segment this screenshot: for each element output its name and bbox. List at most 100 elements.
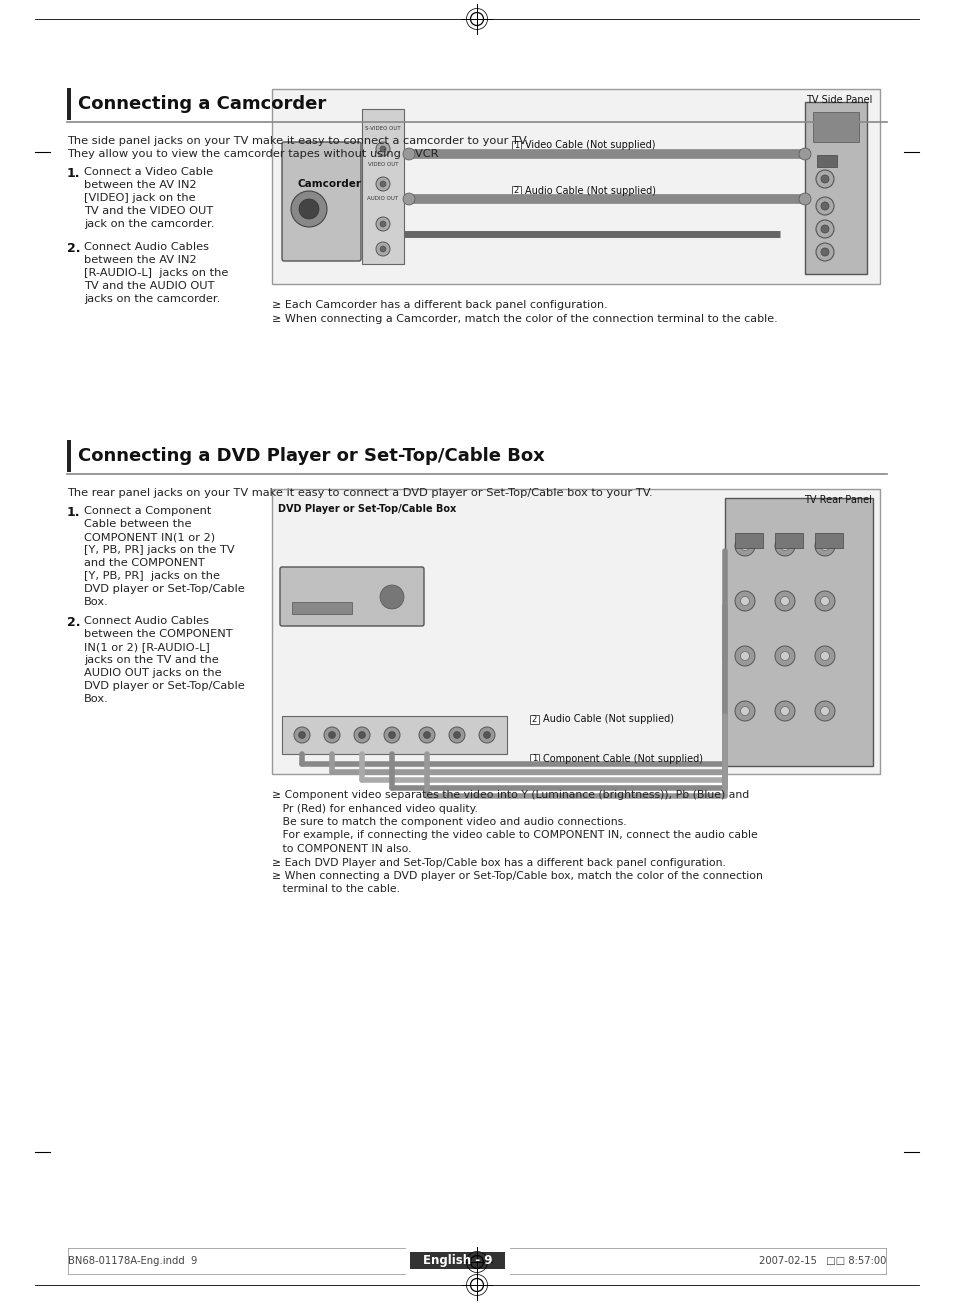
Circle shape xyxy=(821,202,828,210)
Circle shape xyxy=(740,596,749,605)
Text: Connecting a Camcorder: Connecting a Camcorder xyxy=(78,95,326,113)
Circle shape xyxy=(379,585,403,609)
Text: S-VIDEO OUT: S-VIDEO OUT xyxy=(365,126,400,132)
Text: ≥ When connecting a Camcorder, match the color of the connection terminal to the: ≥ When connecting a Camcorder, match the… xyxy=(272,314,777,323)
Circle shape xyxy=(780,652,789,661)
Text: IN(1 or 2) [R-AUDIO-L]: IN(1 or 2) [R-AUDIO-L] xyxy=(84,642,210,652)
Circle shape xyxy=(402,147,415,160)
Circle shape xyxy=(379,246,386,252)
Text: Cable between the: Cable between the xyxy=(84,519,192,529)
Circle shape xyxy=(379,181,386,186)
Circle shape xyxy=(815,220,833,239)
Text: [Y, PB, PR] jacks on the TV: [Y, PB, PR] jacks on the TV xyxy=(84,545,234,556)
Text: Box.: Box. xyxy=(84,694,109,704)
Circle shape xyxy=(354,728,370,743)
Circle shape xyxy=(821,248,828,256)
Circle shape xyxy=(375,243,390,256)
Bar xyxy=(512,141,520,150)
Circle shape xyxy=(453,732,460,738)
Bar xyxy=(816,155,836,167)
Text: The side panel jacks on your TV make it easy to connect a camcorder to your TV.: The side panel jacks on your TV make it … xyxy=(67,136,528,146)
Bar xyxy=(67,439,71,472)
Text: and the COMPONENT: and the COMPONENT xyxy=(84,558,205,569)
Circle shape xyxy=(294,728,310,743)
Text: between the AV IN2: between the AV IN2 xyxy=(84,256,196,265)
Text: English - 9: English - 9 xyxy=(422,1254,492,1267)
Circle shape xyxy=(820,596,828,605)
Circle shape xyxy=(820,707,828,716)
Text: AUDIO OUT jacks on the: AUDIO OUT jacks on the xyxy=(84,668,221,678)
Circle shape xyxy=(821,175,828,183)
Circle shape xyxy=(815,197,833,215)
Circle shape xyxy=(814,591,834,612)
Text: ≥ Component video separates the video into Y (Luminance (brightness)), Pb (Blue): ≥ Component video separates the video in… xyxy=(272,790,748,799)
Circle shape xyxy=(774,645,794,666)
Circle shape xyxy=(774,536,794,556)
Text: Component Cable (Not supplied): Component Cable (Not supplied) xyxy=(542,754,702,764)
Circle shape xyxy=(734,536,754,556)
Text: 2.: 2. xyxy=(67,615,80,629)
Circle shape xyxy=(358,732,365,738)
Text: Video Cable (Not supplied): Video Cable (Not supplied) xyxy=(524,141,655,150)
Bar xyxy=(734,533,762,548)
Circle shape xyxy=(814,536,834,556)
Circle shape xyxy=(815,243,833,261)
Text: jacks on the camcorder.: jacks on the camcorder. xyxy=(84,293,220,304)
Bar xyxy=(814,533,842,548)
Circle shape xyxy=(384,728,399,743)
Text: Connecting a DVD Player or Set-Top/Cable Box: Connecting a DVD Player or Set-Top/Cable… xyxy=(78,447,544,466)
Text: to COMPONENT IN also.: to COMPONENT IN also. xyxy=(272,844,411,854)
Circle shape xyxy=(328,732,335,738)
Text: BN68-01178A-Eng.indd  9: BN68-01178A-Eng.indd 9 xyxy=(68,1256,197,1266)
Circle shape xyxy=(375,177,390,190)
Circle shape xyxy=(449,728,464,743)
Circle shape xyxy=(388,732,395,738)
Circle shape xyxy=(379,146,386,153)
Circle shape xyxy=(478,728,495,743)
Circle shape xyxy=(820,652,828,661)
Bar xyxy=(774,533,802,548)
Text: They allow you to view the camcorder tapes without using a VCR: They allow you to view the camcorder tap… xyxy=(67,149,438,159)
Circle shape xyxy=(740,652,749,661)
Circle shape xyxy=(774,591,794,612)
Text: 1.: 1. xyxy=(67,506,80,519)
Text: terminal to the cable.: terminal to the cable. xyxy=(272,884,399,895)
Circle shape xyxy=(780,541,789,550)
Text: Be sure to match the component video and audio connections.: Be sure to match the component video and… xyxy=(272,818,626,827)
Text: between the AV IN2: between the AV IN2 xyxy=(84,180,196,190)
Text: [VIDEO] jack on the: [VIDEO] jack on the xyxy=(84,193,195,203)
Bar xyxy=(282,716,506,754)
Text: 2: 2 xyxy=(514,186,518,196)
Circle shape xyxy=(734,645,754,666)
Text: ≥ Each Camcorder has a different back panel configuration.: ≥ Each Camcorder has a different back pa… xyxy=(272,300,607,310)
Text: Audio Cable (Not supplied): Audio Cable (Not supplied) xyxy=(542,715,673,725)
Text: 2.: 2. xyxy=(67,243,80,256)
Circle shape xyxy=(734,591,754,612)
Text: VIDEO OUT: VIDEO OUT xyxy=(367,162,397,167)
Bar xyxy=(410,1252,504,1269)
Circle shape xyxy=(799,193,810,205)
Circle shape xyxy=(799,147,810,160)
Circle shape xyxy=(402,193,415,205)
Circle shape xyxy=(291,190,327,227)
Bar xyxy=(812,112,858,142)
Circle shape xyxy=(780,596,789,605)
Circle shape xyxy=(814,702,834,721)
Text: Connect a Component: Connect a Component xyxy=(84,506,212,516)
Text: 1: 1 xyxy=(514,141,518,150)
Text: TV and the VIDEO OUT: TV and the VIDEO OUT xyxy=(84,206,213,216)
Bar xyxy=(292,602,352,614)
Text: COMPONENT IN(1 or 2): COMPONENT IN(1 or 2) xyxy=(84,532,214,542)
Text: Box.: Box. xyxy=(84,597,109,606)
Bar xyxy=(804,102,866,274)
Text: [R-AUDIO-L]  jacks on the: [R-AUDIO-L] jacks on the xyxy=(84,269,228,278)
Circle shape xyxy=(483,732,490,738)
Circle shape xyxy=(740,707,749,716)
Text: 2: 2 xyxy=(532,715,537,724)
Text: [Y, PB, PR]  jacks on the: [Y, PB, PR] jacks on the xyxy=(84,571,220,582)
Circle shape xyxy=(375,142,390,156)
Circle shape xyxy=(375,216,390,231)
Text: The rear panel jacks on your TV make it easy to connect a DVD player or Set-Top/: The rear panel jacks on your TV make it … xyxy=(67,488,652,498)
Bar xyxy=(724,498,872,765)
Text: 1.: 1. xyxy=(67,167,80,180)
